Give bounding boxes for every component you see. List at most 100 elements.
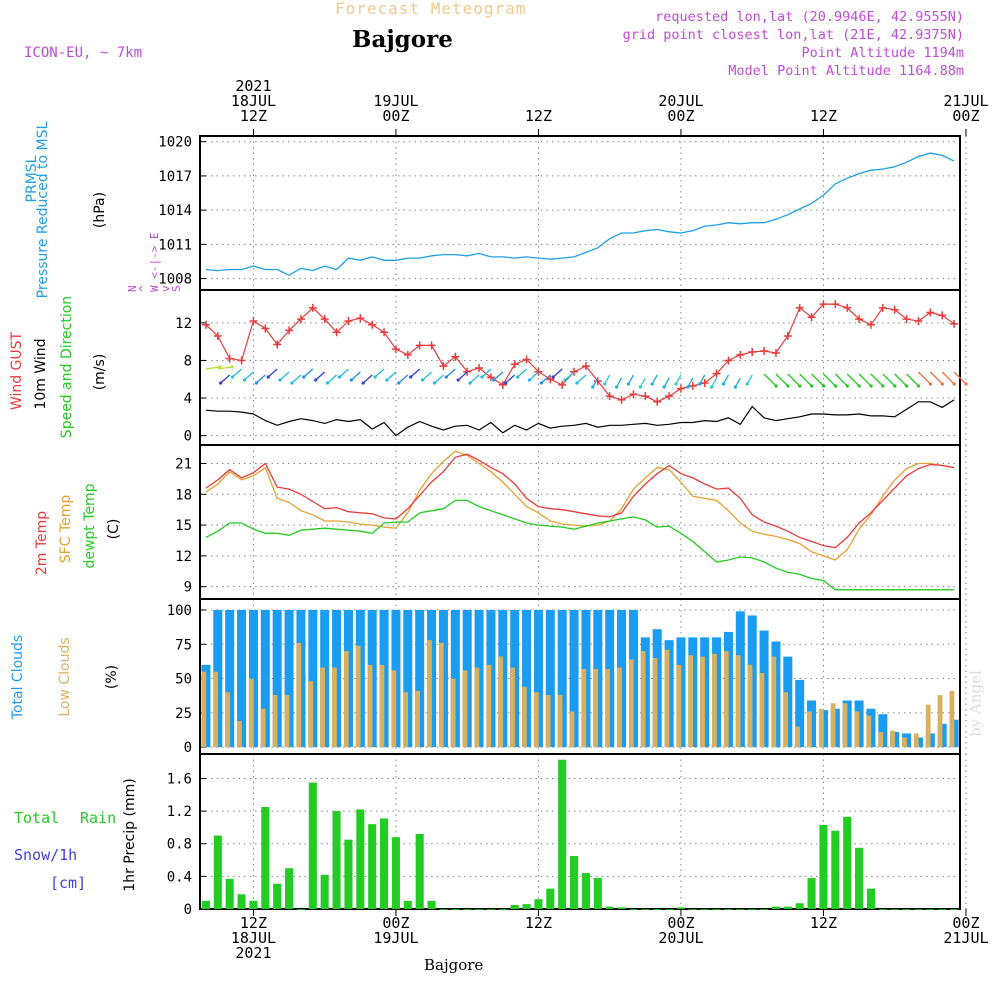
wind-arrow-head bbox=[219, 381, 223, 385]
wind-arrow-head bbox=[638, 385, 642, 389]
wind-direction-arrow bbox=[457, 371, 468, 381]
wind-gust-marker bbox=[201, 320, 210, 329]
wind-direction-arrow bbox=[362, 374, 373, 384]
clouds-tick-label: 100 bbox=[167, 603, 192, 619]
wind-gust-marker bbox=[688, 381, 697, 390]
wind-gust-marker bbox=[890, 305, 899, 314]
precip-bar bbox=[950, 909, 959, 910]
low-clouds-bar bbox=[771, 656, 777, 748]
wind-direction-arrow bbox=[953, 371, 967, 385]
precip-bar bbox=[463, 909, 472, 910]
precip-bar bbox=[213, 835, 222, 909]
wind-direction-arrow bbox=[434, 374, 444, 384]
wind-direction-arrow bbox=[422, 371, 432, 381]
precip-bar bbox=[308, 782, 317, 909]
wind-direction-arrow bbox=[267, 368, 278, 378]
total-clouds-bar bbox=[237, 609, 247, 748]
low-clouds-bar bbox=[545, 695, 551, 748]
clouds-tick-label: 50 bbox=[175, 672, 192, 688]
wind-arrow-head bbox=[563, 378, 567, 382]
wind-gust-marker bbox=[712, 369, 721, 378]
wind-direction-arrow bbox=[540, 374, 551, 384]
wind-gust-marker bbox=[629, 390, 638, 399]
clouds-tick-label: 25 bbox=[175, 706, 192, 722]
wind-gust-marker bbox=[902, 315, 911, 324]
time-label-line: 00Z bbox=[382, 914, 410, 932]
low-clouds-bar bbox=[664, 649, 670, 748]
precip-bar bbox=[760, 909, 769, 910]
wind-arrow-head bbox=[745, 382, 749, 386]
low-clouds-bar bbox=[735, 655, 741, 748]
total-clouds-bar bbox=[522, 609, 532, 748]
precip-bar bbox=[570, 855, 579, 909]
temp-2m-line bbox=[205, 453, 955, 549]
precip-bar bbox=[902, 909, 911, 910]
wind-direction-arrow bbox=[604, 374, 611, 385]
low-clouds-bar bbox=[522, 686, 527, 748]
wind-gust-marker bbox=[855, 315, 864, 324]
wind-arrow-head bbox=[721, 382, 726, 386]
wind-direction-arrow bbox=[663, 377, 670, 388]
time-label-line: 21JUL bbox=[943, 929, 989, 947]
precip-bar bbox=[938, 909, 947, 910]
temp-frame bbox=[199, 444, 961, 600]
time-label-line: 21JUL bbox=[943, 92, 989, 110]
precip-bar bbox=[617, 907, 626, 909]
low-clouds-bar bbox=[747, 664, 753, 748]
wind-arrow-head bbox=[591, 385, 595, 389]
wind-tick-label: 4 bbox=[184, 391, 192, 407]
precip-tick-label: 1.2 bbox=[167, 804, 192, 820]
dewpt-temp-line bbox=[205, 499, 955, 591]
precip-bar bbox=[320, 874, 329, 909]
wind-arrow-head bbox=[709, 385, 714, 389]
top-time-label: 12Z bbox=[498, 79, 578, 124]
wind-arrow-head bbox=[278, 378, 282, 382]
precip-bar bbox=[498, 909, 507, 910]
low-clouds-bar bbox=[795, 726, 800, 748]
precip-bar bbox=[629, 909, 638, 910]
wind-arrow-head bbox=[527, 378, 532, 382]
wind-arrow-head bbox=[314, 378, 318, 382]
wind-direction-arrow bbox=[627, 374, 635, 385]
precip-bar bbox=[581, 873, 590, 909]
wind-direction-arrow bbox=[564, 371, 575, 381]
pressure-tick-label: 1008 bbox=[158, 272, 192, 288]
wind-direction-arrow bbox=[220, 374, 231, 384]
location-title: Bajgore bbox=[352, 26, 453, 53]
low-clouds-bar bbox=[676, 664, 682, 748]
wind-direction-arrow bbox=[675, 374, 682, 385]
temp-tick-label: 9 bbox=[184, 580, 192, 596]
wind-gust-marker bbox=[736, 350, 745, 359]
wind-arrow-head bbox=[833, 384, 838, 388]
low-clouds-bar bbox=[403, 692, 409, 748]
precip-bar bbox=[380, 818, 389, 909]
low-clouds-bar bbox=[700, 656, 705, 748]
low-clouds-bar bbox=[320, 667, 325, 748]
time-label-line: 00Z bbox=[667, 914, 695, 932]
low-clouds-bar bbox=[783, 692, 789, 748]
model-altitude: Model Point Altitude 1164.88m bbox=[728, 63, 964, 79]
total-clouds-bar bbox=[545, 609, 555, 748]
low-clouds-bar bbox=[272, 695, 278, 748]
wind-direction-arrow bbox=[505, 374, 516, 384]
temp-tick-label: 15 bbox=[175, 518, 192, 534]
wind-arrow-head bbox=[964, 382, 968, 386]
wind-direction-arrow bbox=[734, 377, 741, 388]
wind-gust-marker bbox=[296, 315, 305, 324]
low-clouds-bar bbox=[593, 668, 599, 748]
precip-bar bbox=[332, 811, 341, 909]
top-time-label: 19JUL 00Z bbox=[356, 79, 436, 124]
low-clouds-bar bbox=[913, 733, 919, 748]
wind-direction-arrow bbox=[775, 373, 789, 387]
footer-location: Bajgore bbox=[424, 956, 484, 974]
wind-arrow-head bbox=[686, 385, 690, 389]
wind-direction-arrow bbox=[746, 374, 753, 385]
wind-direction-arrow bbox=[205, 366, 221, 370]
wind-10m-line bbox=[205, 399, 955, 437]
wind-arrow-head bbox=[242, 378, 247, 382]
precip-tick-label: 0.4 bbox=[167, 869, 192, 885]
precip-bar bbox=[926, 909, 935, 910]
wind-gust-marker bbox=[676, 384, 685, 393]
wind-gust-marker bbox=[771, 348, 780, 357]
pressure-frame bbox=[199, 135, 961, 291]
